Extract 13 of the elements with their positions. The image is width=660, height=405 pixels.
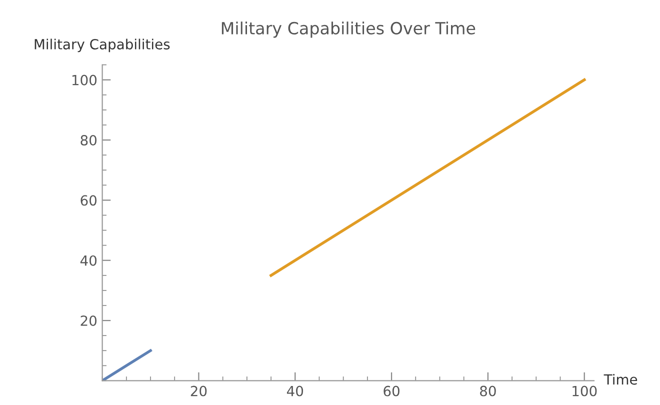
x-tick-label: 80 bbox=[480, 386, 496, 396]
x-tick-label: 100 bbox=[572, 386, 597, 396]
x-axis-title: Time bbox=[604, 374, 638, 385]
y-tick-label: 20 bbox=[80, 315, 97, 326]
y-tick-label: 80 bbox=[80, 134, 97, 146]
x-tick-label: 20 bbox=[190, 386, 207, 396]
y-tick-label: 60 bbox=[80, 195, 97, 206]
x-tick-label: 60 bbox=[384, 386, 400, 396]
y-tick-label: 100 bbox=[72, 74, 97, 86]
y-axis-title: Military Capabilities bbox=[34, 38, 170, 52]
y-tick-label: 40 bbox=[80, 255, 97, 266]
chart-title: Military Capabilities Over Time bbox=[222, 22, 476, 38]
x-tick-label: 40 bbox=[286, 386, 304, 396]
